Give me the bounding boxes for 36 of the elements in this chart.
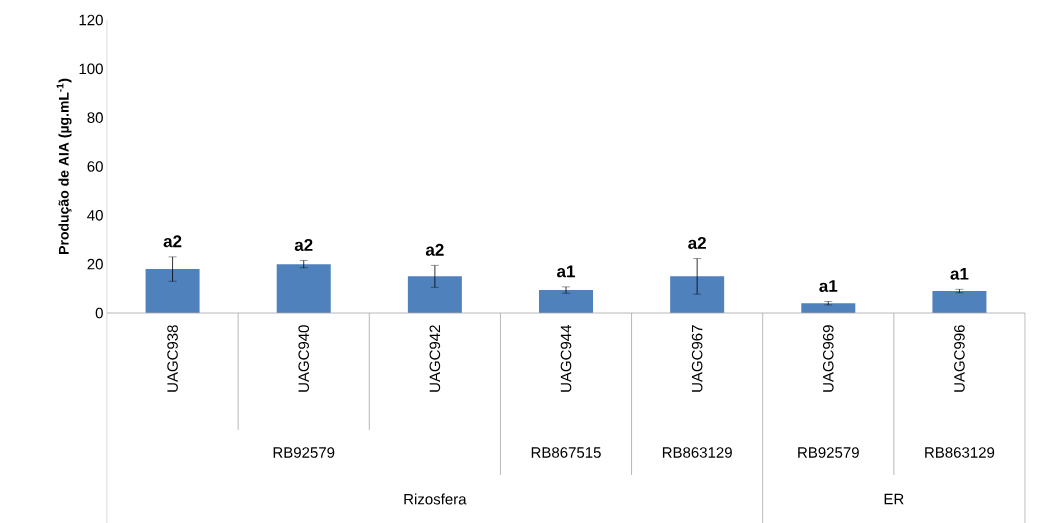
- bar: [145, 269, 200, 313]
- y-tick-label: 80: [87, 112, 103, 123]
- bar: [670, 276, 725, 313]
- bar: [539, 290, 594, 313]
- bar: [801, 303, 856, 313]
- text: ER: [884, 493, 904, 505]
- x-tick-label: UAGC938: [167, 325, 178, 392]
- x-tick-label: UAGC967: [691, 325, 703, 392]
- text: RB863129: [925, 447, 995, 458]
- text: Rizosfera: [404, 493, 467, 505]
- data-label: a2: [163, 235, 182, 248]
- text: RB867515: [531, 447, 601, 458]
- bar: [407, 276, 462, 313]
- data-label: a1: [950, 267, 969, 280]
- data-label: a2: [294, 238, 313, 251]
- x-tick-label: UAGC944: [560, 324, 572, 392]
- data-label: a1: [557, 265, 575, 278]
- y-tick-label: 60: [87, 161, 103, 172]
- x-tick-label: UAGC969: [822, 325, 834, 392]
- text: RB92579: [798, 447, 859, 458]
- y-tick-label: 40: [87, 210, 103, 221]
- y-tick-label: 120: [79, 14, 103, 26]
- data-label: a1: [819, 280, 838, 292]
- x-tick-label: UAGC940: [298, 325, 310, 392]
- bar: [932, 291, 987, 313]
- data-label: a2: [688, 236, 706, 250]
- bar: [276, 264, 331, 313]
- y-axis-title: Produção de AIA (µg.mL$^{-1}$): [56, 78, 72, 254]
- y-tick-label: 100: [79, 63, 103, 75]
- x-tick-label: UAGC996: [954, 325, 965, 392]
- y-tick-label: 20: [87, 258, 103, 270]
- x-tick-label: UAGC942: [429, 325, 441, 392]
- text: RB863129: [662, 447, 732, 458]
- text: RB92579: [273, 447, 335, 458]
- data-label: a2: [425, 243, 444, 256]
- y-tick-label: 0: [95, 307, 103, 319]
